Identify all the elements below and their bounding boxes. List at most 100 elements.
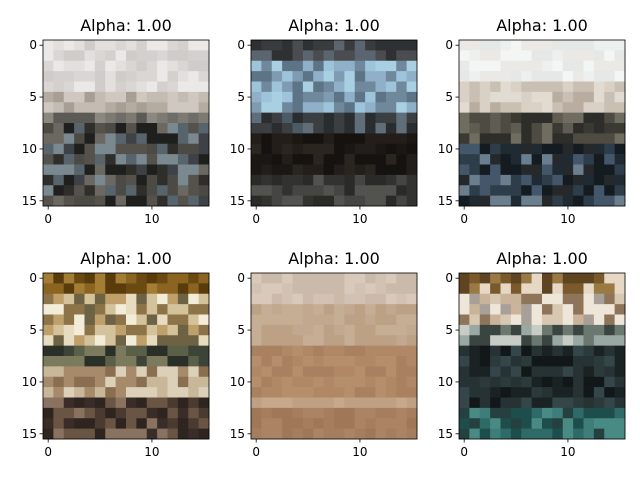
heatmap-cell <box>542 387 553 398</box>
heatmap-cell <box>146 174 158 186</box>
heatmap-cell <box>334 154 345 165</box>
heatmap-cell <box>126 273 137 284</box>
heatmap-cell <box>500 283 512 295</box>
heatmap-cell <box>490 273 501 284</box>
heatmap-cell <box>479 112 491 124</box>
heatmap-cell <box>261 335 273 346</box>
heatmap-cell <box>94 143 106 155</box>
y-tick-label: 5 <box>445 323 453 337</box>
heatmap-cell <box>282 143 293 155</box>
heatmap-cell <box>500 71 512 82</box>
heatmap-cell <box>282 273 293 284</box>
heatmap-cell <box>188 304 199 315</box>
heatmap-cell <box>562 387 574 398</box>
heatmap-cell <box>531 283 543 295</box>
heatmap-cell <box>396 123 407 134</box>
heatmap-cell <box>146 366 158 378</box>
heatmap-cell <box>573 273 584 284</box>
heatmap-cell <box>302 91 314 103</box>
heatmap-cell <box>469 71 481 82</box>
heatmap-cell <box>136 164 148 176</box>
heatmap-cell <box>105 407 116 419</box>
heatmap-cell <box>552 387 564 398</box>
heatmap-cell <box>469 418 481 429</box>
heatmap-cell <box>323 428 335 440</box>
heatmap-cell <box>521 407 532 419</box>
heatmap-cell <box>302 314 314 326</box>
heatmap-cell <box>198 407 210 419</box>
heatmap-cell <box>84 154 96 165</box>
heatmap-cell <box>573 366 584 378</box>
heatmap-cell <box>43 133 54 145</box>
heatmap-cell <box>354 366 366 378</box>
heatmap-cell <box>313 407 324 419</box>
heatmap-cell <box>531 71 543 82</box>
heatmap-cell <box>542 154 553 165</box>
heatmap-cell <box>334 335 345 346</box>
heatmap-cell <box>157 407 168 419</box>
heatmap-cell <box>562 418 574 429</box>
heatmap-cell <box>500 112 512 124</box>
heatmap-cell <box>167 81 179 93</box>
heatmap-cell <box>105 174 116 186</box>
heatmap-cell <box>115 164 127 176</box>
heatmap-cell <box>94 81 106 93</box>
heatmap-cell <box>198 154 210 165</box>
heatmap-cell <box>167 164 179 176</box>
heatmap-cell <box>365 195 376 207</box>
heatmap-cell <box>136 407 148 419</box>
heatmap-cell <box>177 407 189 419</box>
heatmap-cell <box>459 418 470 429</box>
heatmap-cell <box>198 376 210 388</box>
heatmap-cell <box>94 102 106 113</box>
heatmap-cell <box>63 91 75 103</box>
heatmap-cell <box>115 366 127 378</box>
heatmap-cell <box>604 40 615 51</box>
heatmap-cell <box>282 133 293 145</box>
heatmap-cell <box>94 314 106 326</box>
heatmap-cell <box>552 102 564 113</box>
heatmap-cell <box>43 428 54 440</box>
heatmap-cell <box>323 164 335 176</box>
heatmap-cell <box>115 81 127 93</box>
y-tick-label: 0 <box>237 271 245 285</box>
heatmap-cell <box>74 376 85 388</box>
heatmap-cell <box>385 102 397 113</box>
heatmap-cell <box>365 397 376 409</box>
heatmap-cell <box>177 50 189 62</box>
heatmap-cell <box>385 195 397 207</box>
heatmap-cell <box>261 185 273 196</box>
heatmap-cell <box>354 50 366 62</box>
heatmap-cell <box>459 123 470 134</box>
heatmap-cell <box>261 40 273 51</box>
heatmap-cell <box>292 324 304 336</box>
heatmap-cell <box>53 123 65 134</box>
heatmap-cell <box>271 345 283 357</box>
heatmap-cell <box>365 428 376 440</box>
heatmap-cell <box>385 40 397 51</box>
heatmap-cell <box>323 273 335 284</box>
heatmap-cell <box>251 407 262 419</box>
heatmap-cell <box>490 60 501 72</box>
heatmap-cell <box>500 164 512 176</box>
heatmap-cell <box>573 376 584 388</box>
heatmap-cell <box>167 91 179 103</box>
heatmap-cell <box>490 174 501 186</box>
heatmap-cell <box>614 376 626 388</box>
heatmap-cell <box>43 304 54 315</box>
heatmap-cell <box>251 60 262 72</box>
heatmap-cell <box>521 112 532 124</box>
heatmap-cell <box>74 185 85 196</box>
heatmap-cell <box>500 407 512 419</box>
heatmap-cell <box>510 143 522 155</box>
heatmap-cell <box>43 81 54 93</box>
heatmap-cell <box>479 376 491 388</box>
heatmap-cell <box>614 345 626 357</box>
heatmap-cell <box>157 376 168 388</box>
heatmap-cell <box>521 397 532 409</box>
heatmap-cell <box>177 102 189 113</box>
heatmap-cell <box>126 293 137 305</box>
heatmap-cell <box>479 143 491 155</box>
heatmap-cell <box>469 154 481 165</box>
heatmap-cell <box>354 376 366 388</box>
